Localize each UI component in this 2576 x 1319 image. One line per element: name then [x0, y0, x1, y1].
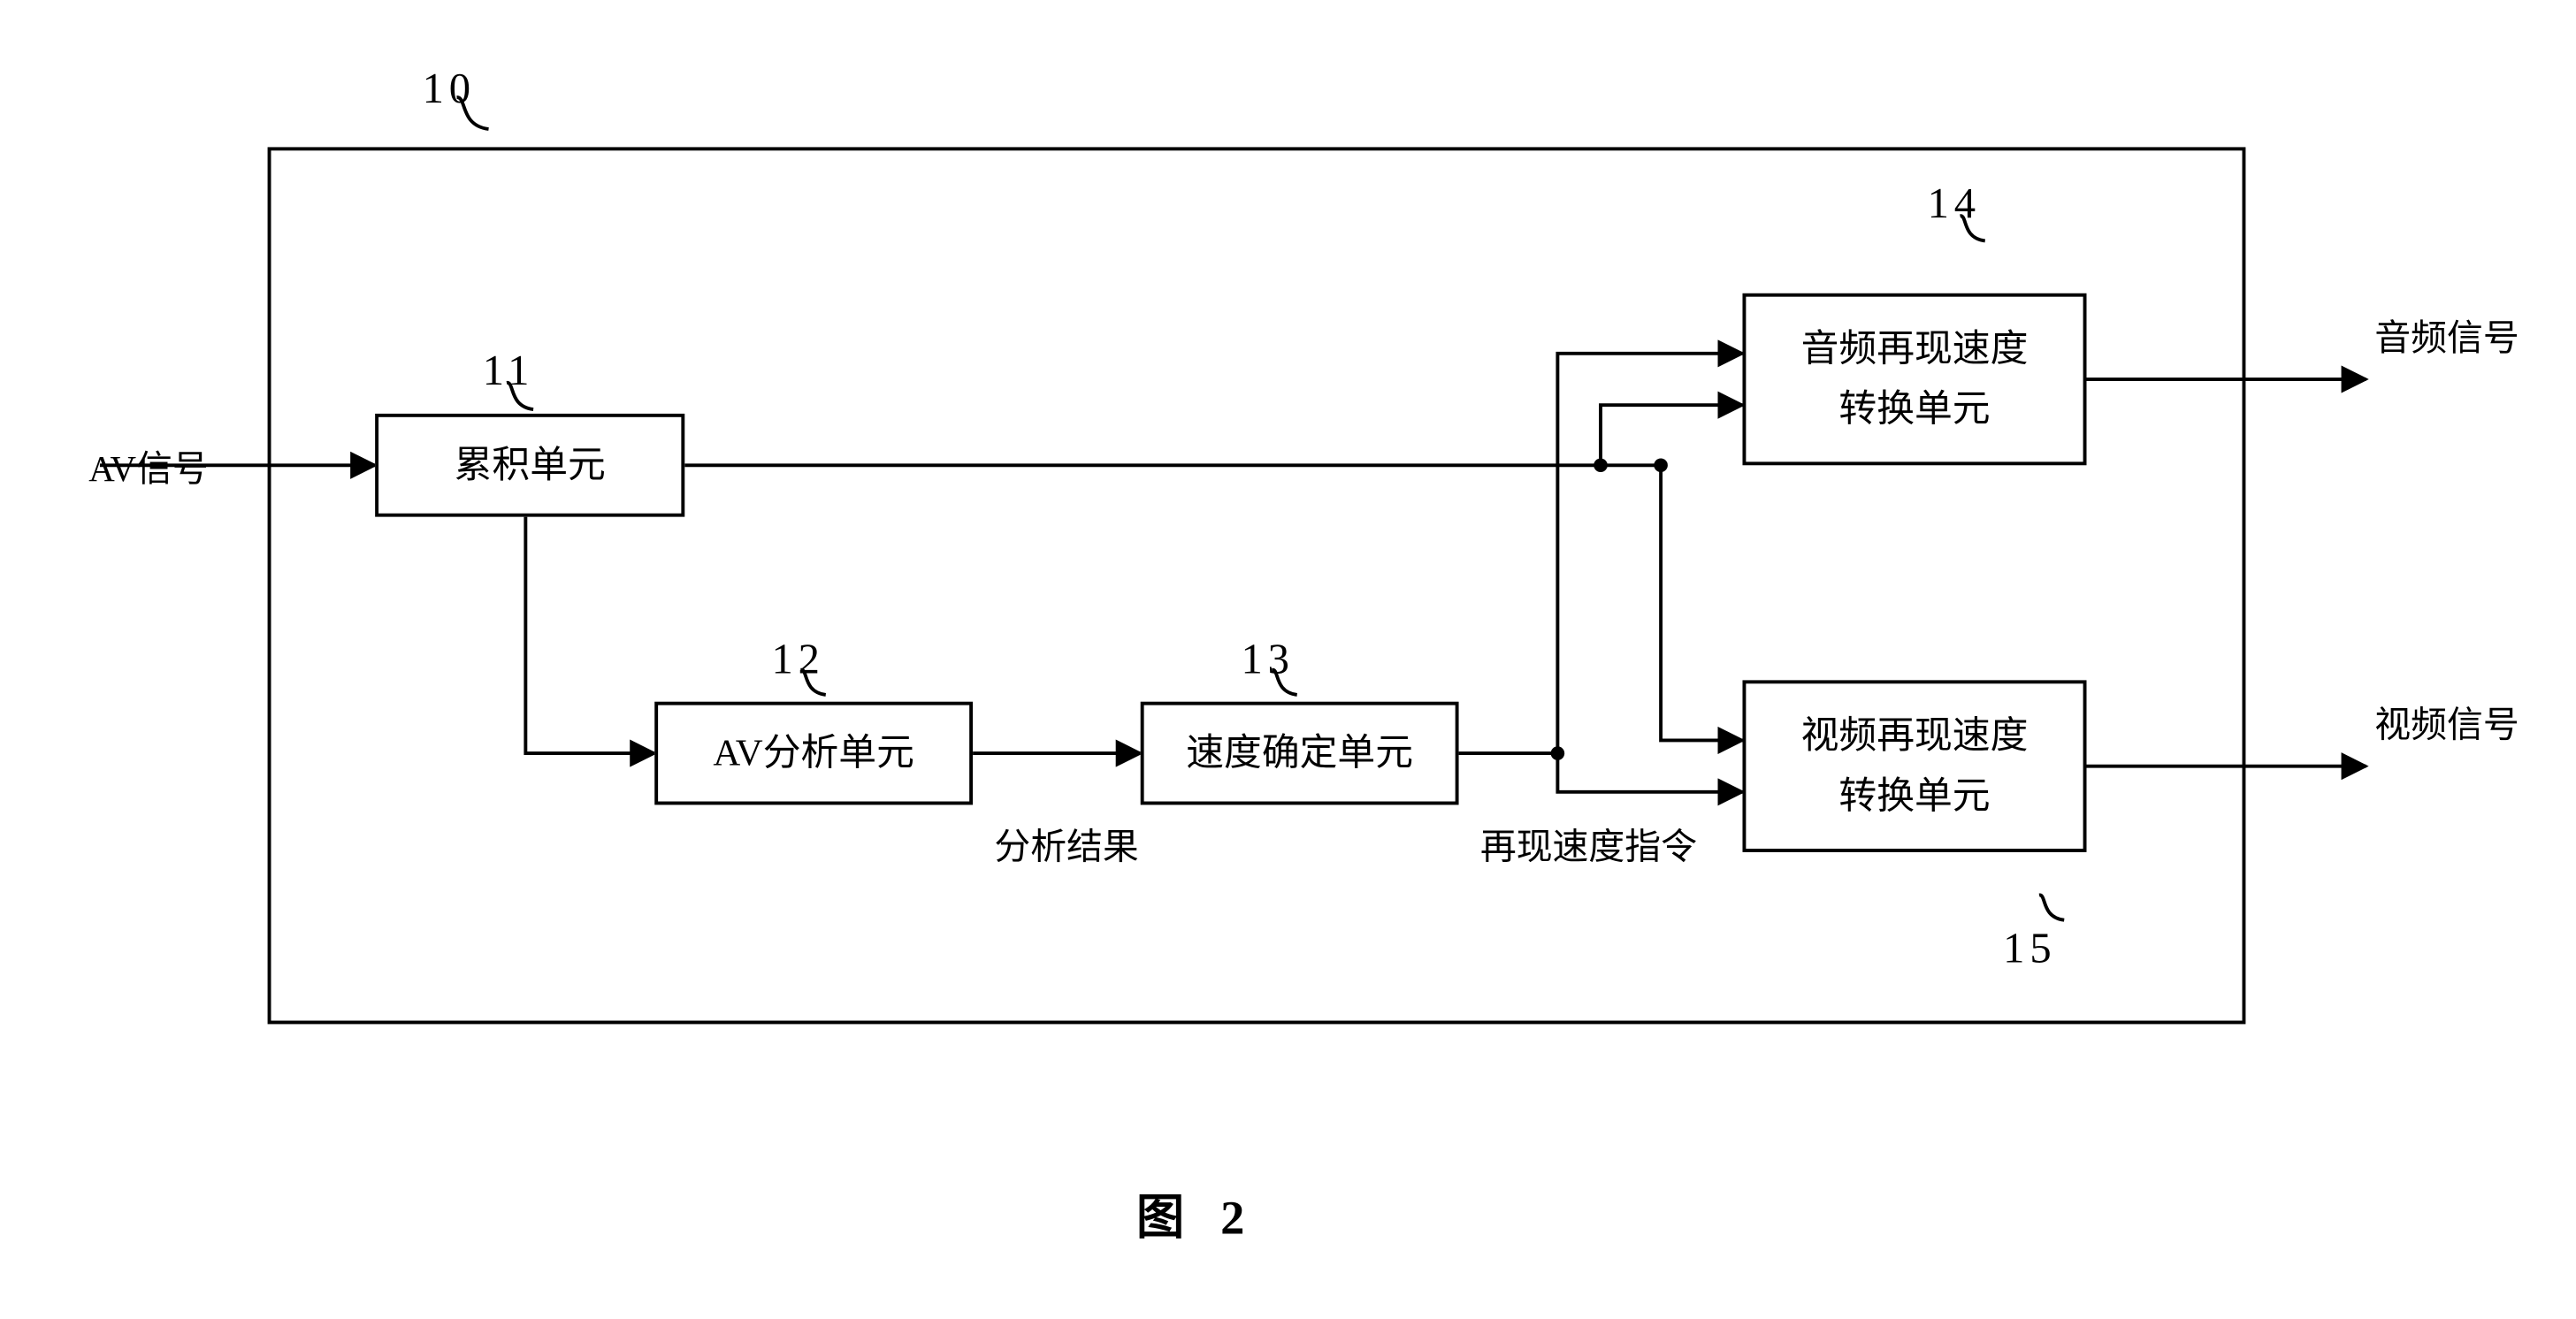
- block-label: 速度确定单元: [1186, 723, 1413, 783]
- block-speed-determination-unit: 速度确定单元: [1141, 702, 1459, 805]
- block-label: AV分析单元: [713, 723, 913, 783]
- block-av-analysis-unit: AV分析单元: [654, 702, 973, 805]
- block-id-15: 15: [2003, 923, 2056, 972]
- figure-caption: 图 2: [1136, 1178, 1257, 1248]
- input-label-av-signal: AV信号: [88, 439, 208, 492]
- block-label-line1: 视频再现速度: [1801, 705, 2029, 766]
- block-video-speed-conversion-unit: 视频再现速度 转换单元: [1742, 680, 2086, 852]
- system-boundary: [268, 147, 2246, 1024]
- output-label-video-signal: 视频信号: [2374, 696, 2519, 748]
- block-audio-speed-conversion-unit: 音频再现速度 转换单元: [1742, 294, 2086, 466]
- block-accumulation-unit: 累积单元: [375, 414, 684, 517]
- block-label-line1: 音频再现速度: [1801, 319, 2029, 379]
- block-label: 累积单元: [455, 435, 606, 495]
- edge-label-analysis-result: 分析结果: [994, 818, 1138, 870]
- block-label-line2: 转换单元: [1838, 766, 1990, 827]
- edge-label-speed-command: 再现速度指令: [1480, 818, 1697, 870]
- output-label-audio-signal: 音频信号: [2374, 309, 2519, 361]
- diagram-canvas: 10 累积单元 11 AV分析单元 12 速度确定单元 13 音频再现速度 转换…: [35, 35, 2541, 1249]
- block-label-line2: 转换单元: [1838, 379, 1990, 439]
